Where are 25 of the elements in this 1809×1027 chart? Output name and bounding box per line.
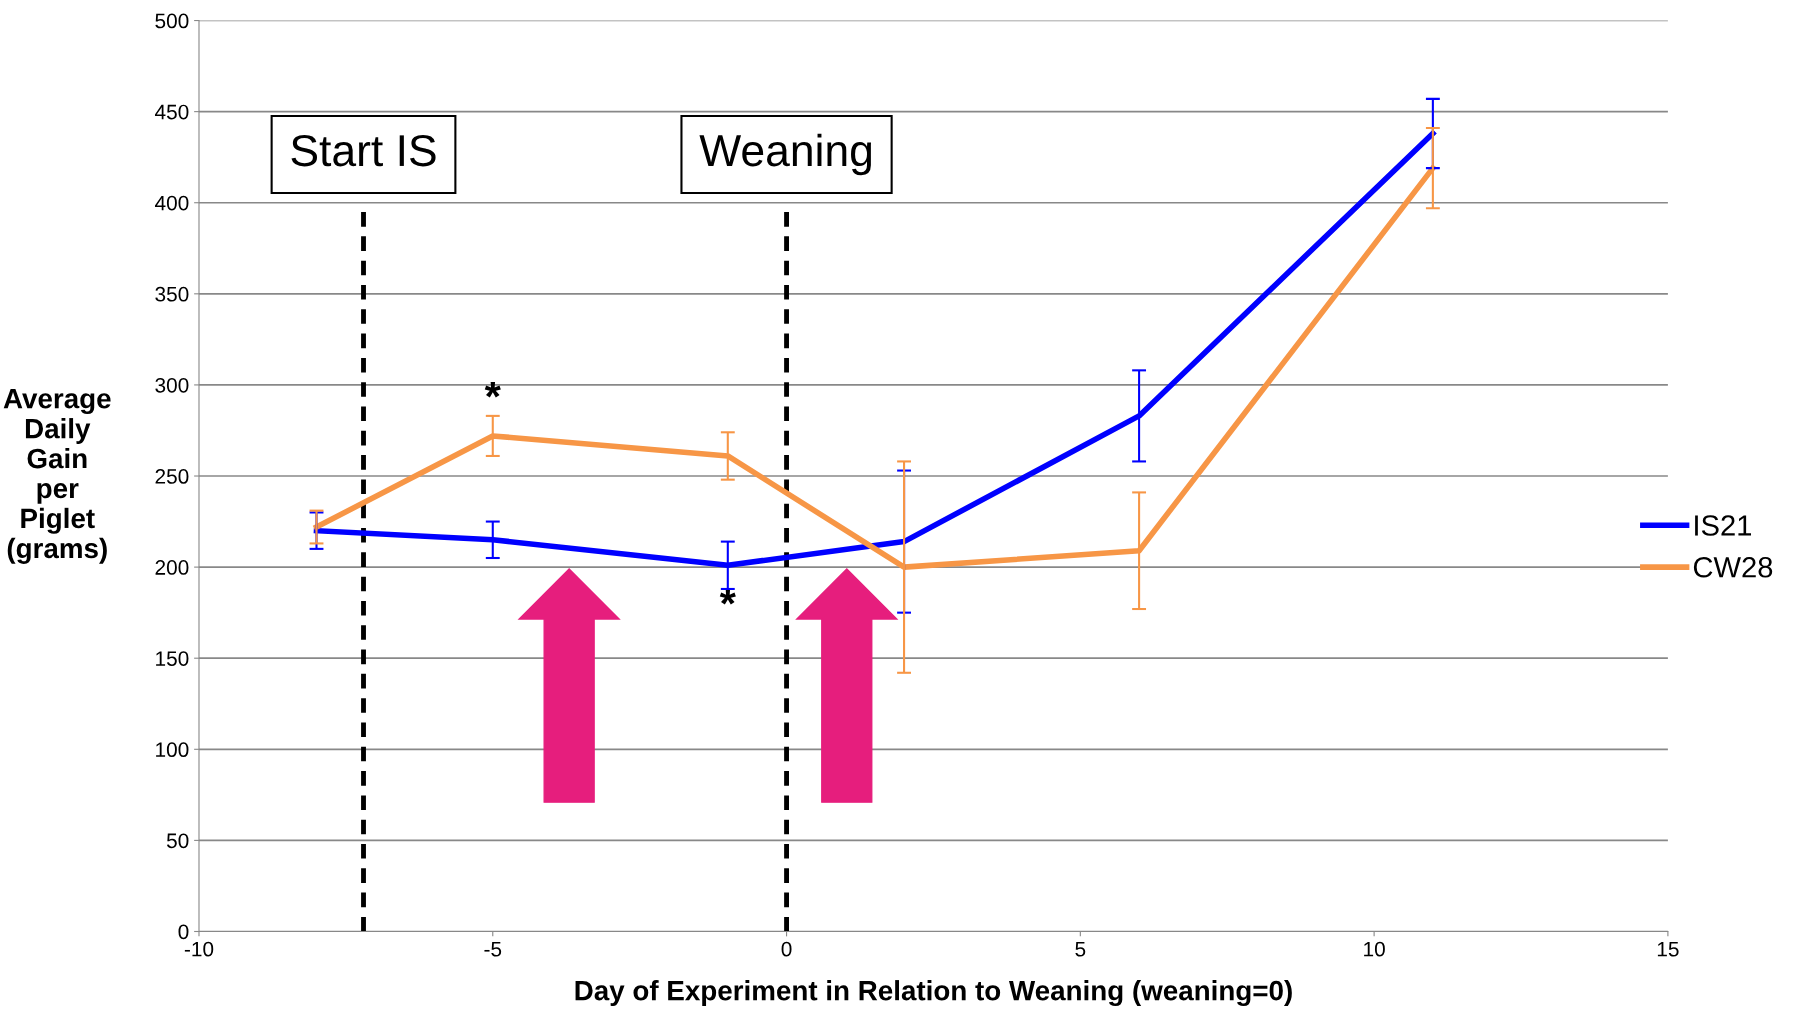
ref-line-label: Start IS: [291, 134, 436, 167]
x-tick-label: 0: [781, 941, 792, 957]
y-tick-label: 350: [155, 286, 189, 302]
annotation: *: [484, 381, 501, 398]
x-tick-label: -5: [484, 941, 502, 957]
annotation: *: [719, 589, 736, 605]
y-axis-title: Average Daily Gain per Piglet (grams): [3, 389, 111, 564]
y-tick-label: 100: [156, 742, 189, 758]
x-tick-label: 5: [1075, 941, 1086, 957]
ref-line-label: Weaning: [699, 133, 872, 176]
y-tick-label: 300: [155, 377, 189, 393]
y-tick-label: 250: [155, 469, 189, 484]
y-tick-label: 0: [178, 924, 189, 940]
y-tick-label: 500: [155, 13, 189, 29]
legend-label: IS21: [1695, 515, 1751, 536]
x-tick-label: 10: [1364, 941, 1385, 957]
y-tick-label: 200: [155, 560, 189, 575]
y-tick-label: 150: [156, 651, 189, 666]
x-tick-label: 15: [1657, 941, 1679, 957]
x-axis-title: Day of Experiment in Relation to Weaning (weaning=0): [575, 980, 1292, 1007]
y-tick-label: 400: [154, 195, 189, 211]
y-tick-label: 450: [154, 104, 189, 120]
y-tick-label: 50: [166, 833, 189, 849]
legend-label: CW28: [1693, 556, 1773, 578]
x-tick-label: -10: [184, 941, 214, 957]
